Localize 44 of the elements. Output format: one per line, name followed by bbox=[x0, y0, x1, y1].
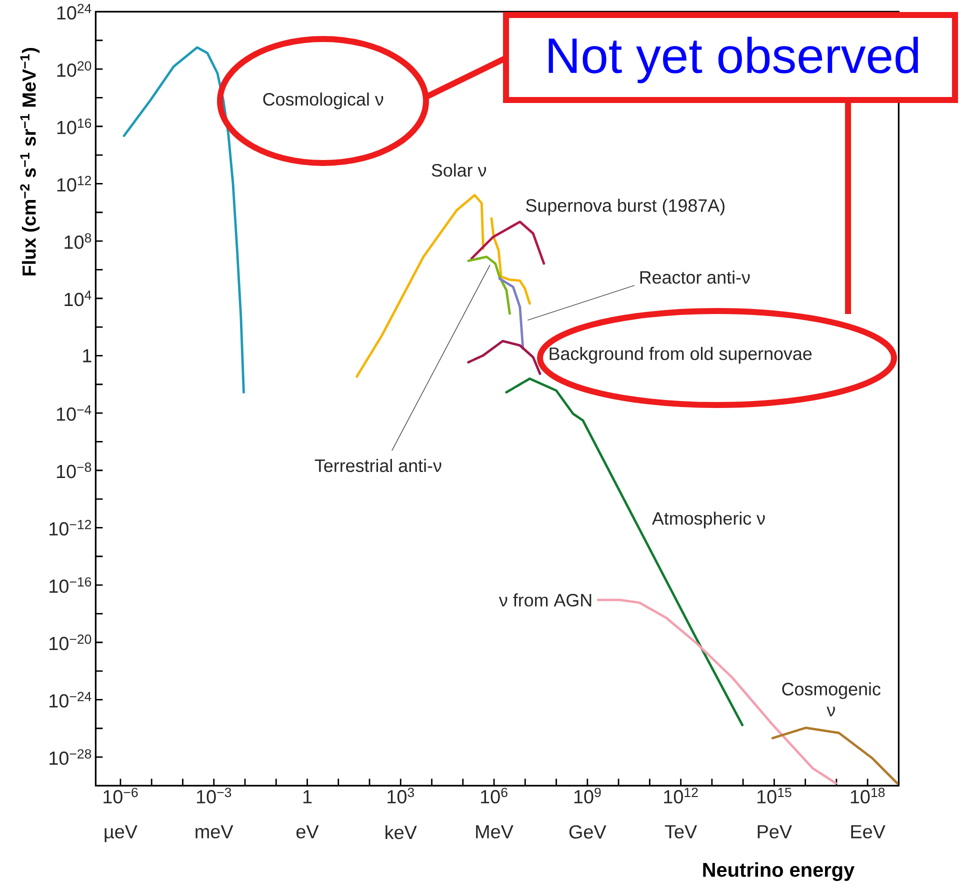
series-label: Cosmogenic ν bbox=[782, 682, 880, 716]
y-tick-label: 10$^{20}$ bbox=[57, 61, 92, 77]
y-tick-label: 10$^{−4}$ bbox=[56, 405, 92, 421]
x-tick-label: 10$^{−6}$ bbox=[104, 788, 138, 804]
text: GeV bbox=[569, 825, 606, 839]
x-tick-label: 10$^{15}$ bbox=[757, 788, 792, 804]
series-label: Background from old supernovae bbox=[550, 346, 812, 364]
text: TeV bbox=[664, 825, 698, 838]
text: Cosmological ν bbox=[263, 92, 384, 110]
x-tick-label: 10$^{6}$ bbox=[481, 788, 508, 804]
y-tick-label: 10$^{−20}$ bbox=[50, 634, 92, 650]
x-tick-label: 10$^{−3}$ bbox=[196, 788, 232, 804]
x-tick-label: 10$^{12}$ bbox=[664, 788, 698, 804]
text: eV bbox=[296, 825, 319, 838]
x-tick-label: 1 bbox=[303, 790, 312, 804]
series-label: Atmospheric ν bbox=[652, 512, 765, 528]
y-tick-label: 10$^{−24}$ bbox=[50, 692, 92, 708]
x-tick-label: 10$^{18}$ bbox=[850, 788, 885, 804]
y-tick-label: 10$^{24}$ bbox=[57, 4, 92, 20]
text: µeV bbox=[104, 825, 138, 842]
annotation: Not yet observed bbox=[548, 36, 918, 84]
text: meV bbox=[196, 825, 234, 838]
text: PeV bbox=[758, 825, 792, 838]
y-tick-label: 10$^{8}$ bbox=[64, 233, 92, 249]
y-tick-label: 1 bbox=[83, 349, 92, 362]
y-tick-label: 10$^{4}$ bbox=[64, 290, 92, 306]
y-tick-label: 10$^{16}$ bbox=[57, 118, 92, 134]
series-label: ν from AGN bbox=[498, 593, 592, 607]
y-tick-label: 10$^{−28}$ bbox=[50, 749, 92, 765]
y-tick-label: 10$^{−8}$ bbox=[56, 462, 92, 478]
text: keV bbox=[386, 825, 417, 840]
x-axis-title: Neutrino energy bbox=[703, 862, 855, 881]
text: Reactor anti-ν bbox=[640, 270, 750, 284]
text: MeV bbox=[476, 825, 514, 838]
text: Terrestrial anti-ν bbox=[314, 458, 442, 472]
y-tick-label: 10$^{−12}$ bbox=[50, 520, 92, 536]
series-label: Supernova burst (1987A) bbox=[526, 198, 724, 216]
x-tick-label: 10$^{9}$ bbox=[574, 788, 601, 804]
text: Flux (cm$^{−2}$ s$^{−1}$ sr$^{−1}$ MeV$^{−1}$) bbox=[20, 48, 40, 276]
y-tick-label: 10$^{−16}$ bbox=[50, 577, 92, 593]
x-tick-label: 10$^{3}$ bbox=[388, 788, 414, 804]
text: EeV bbox=[851, 825, 886, 838]
series-label: Solar ν bbox=[432, 163, 486, 177]
y-tick-label: 10$^{12}$ bbox=[57, 176, 92, 192]
